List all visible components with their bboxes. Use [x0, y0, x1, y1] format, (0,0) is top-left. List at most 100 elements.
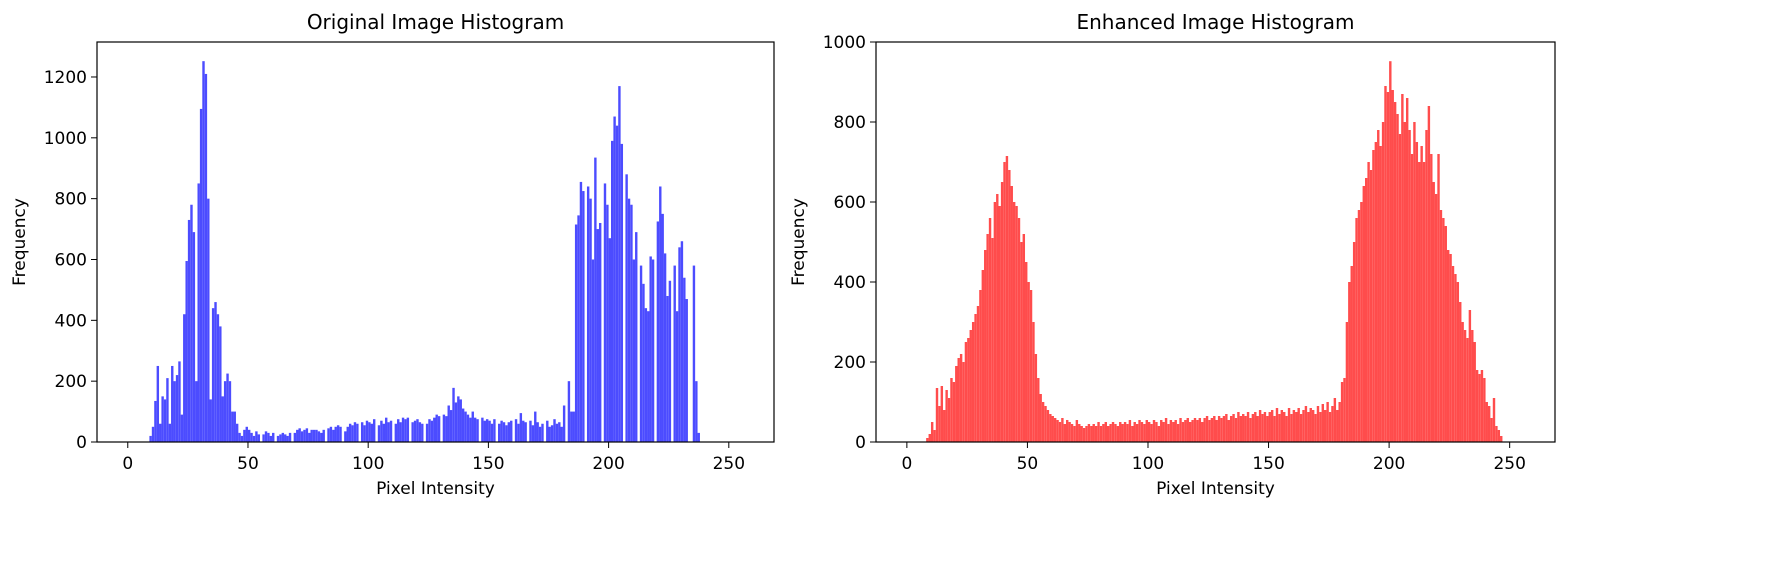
bar — [697, 432, 700, 442]
bar — [1364, 178, 1368, 442]
bar — [598, 222, 602, 442]
bar — [269, 435, 273, 442]
bar — [264, 431, 268, 442]
bar — [586, 186, 590, 442]
bar — [1451, 266, 1455, 442]
bar — [1133, 422, 1136, 442]
bar — [536, 422, 539, 442]
bar — [151, 426, 155, 442]
bar — [1360, 202, 1363, 442]
bar — [1444, 226, 1447, 442]
x-axis-label: Pixel Intensity — [1156, 479, 1275, 499]
bar — [1398, 134, 1402, 442]
bar — [425, 423, 429, 442]
bar — [1403, 122, 1406, 442]
bar — [1000, 182, 1004, 442]
bar — [930, 422, 934, 442]
bar — [1068, 422, 1071, 442]
bar — [661, 213, 664, 442]
bar — [245, 426, 248, 442]
bar — [1410, 154, 1414, 442]
bar — [644, 308, 648, 442]
bar — [399, 422, 402, 442]
bar — [1039, 394, 1042, 442]
bar — [223, 381, 227, 442]
bar — [346, 426, 349, 442]
bar — [943, 410, 946, 442]
chart-title: Enhanced Image Histogram — [1076, 10, 1354, 34]
bar — [1273, 416, 1276, 442]
y-tick-label: 600 — [834, 193, 866, 213]
bar — [1090, 426, 1093, 442]
bar — [235, 423, 239, 442]
bar — [1058, 422, 1062, 442]
bar — [461, 408, 465, 442]
bar — [577, 215, 580, 442]
bar — [957, 358, 960, 442]
bar — [1145, 420, 1148, 442]
bar — [1114, 424, 1117, 442]
bar — [1193, 418, 1197, 442]
bar — [1487, 406, 1491, 442]
bar — [1104, 422, 1107, 442]
bar — [180, 414, 184, 442]
bar — [449, 410, 453, 442]
bar — [1147, 422, 1151, 442]
bar — [673, 265, 676, 442]
bar — [276, 435, 280, 442]
bar — [1314, 414, 1317, 442]
bar — [1319, 412, 1322, 442]
bar — [971, 322, 975, 442]
bar — [471, 411, 474, 442]
bar — [1478, 374, 1481, 442]
bar — [1025, 262, 1028, 442]
bar — [507, 422, 511, 442]
x-tick-label: 150 — [472, 454, 504, 474]
bar — [1176, 424, 1180, 442]
bar — [1379, 146, 1382, 442]
bar — [156, 365, 160, 442]
bar — [1022, 234, 1026, 442]
bar — [574, 224, 578, 442]
bar — [1492, 398, 1496, 442]
bar — [529, 420, 532, 442]
bar — [1432, 182, 1435, 442]
bar — [336, 425, 340, 442]
bar — [1143, 424, 1146, 442]
bar — [1326, 402, 1329, 442]
bar — [1350, 266, 1353, 442]
bar — [1140, 422, 1144, 442]
x-tick-label: 150 — [1252, 454, 1284, 474]
bar — [327, 428, 330, 442]
y-tick-label: 1000 — [44, 129, 87, 149]
bar — [1321, 404, 1325, 442]
bar — [666, 295, 669, 442]
bar — [488, 420, 491, 442]
y-axis-label: Frequency — [789, 198, 809, 286]
bar — [240, 435, 244, 442]
bar — [1495, 426, 1498, 442]
bar — [1162, 422, 1165, 442]
bar — [1275, 408, 1279, 442]
bar — [1345, 322, 1349, 442]
bar — [315, 429, 318, 442]
bar — [173, 381, 176, 442]
bar — [466, 414, 470, 442]
bar — [555, 423, 559, 442]
bar — [582, 191, 585, 442]
bar — [1285, 416, 1288, 442]
bar — [1302, 410, 1305, 442]
bar — [1246, 412, 1250, 442]
bar — [1232, 414, 1235, 442]
bar — [1471, 330, 1474, 442]
bar — [663, 253, 667, 442]
bar — [926, 438, 929, 442]
bar — [231, 411, 234, 442]
bar — [377, 425, 381, 442]
x-tick-label: 100 — [1132, 454, 1164, 474]
bar — [1244, 416, 1247, 442]
bar — [603, 183, 607, 442]
bar — [1333, 398, 1337, 442]
bar — [1208, 420, 1211, 442]
